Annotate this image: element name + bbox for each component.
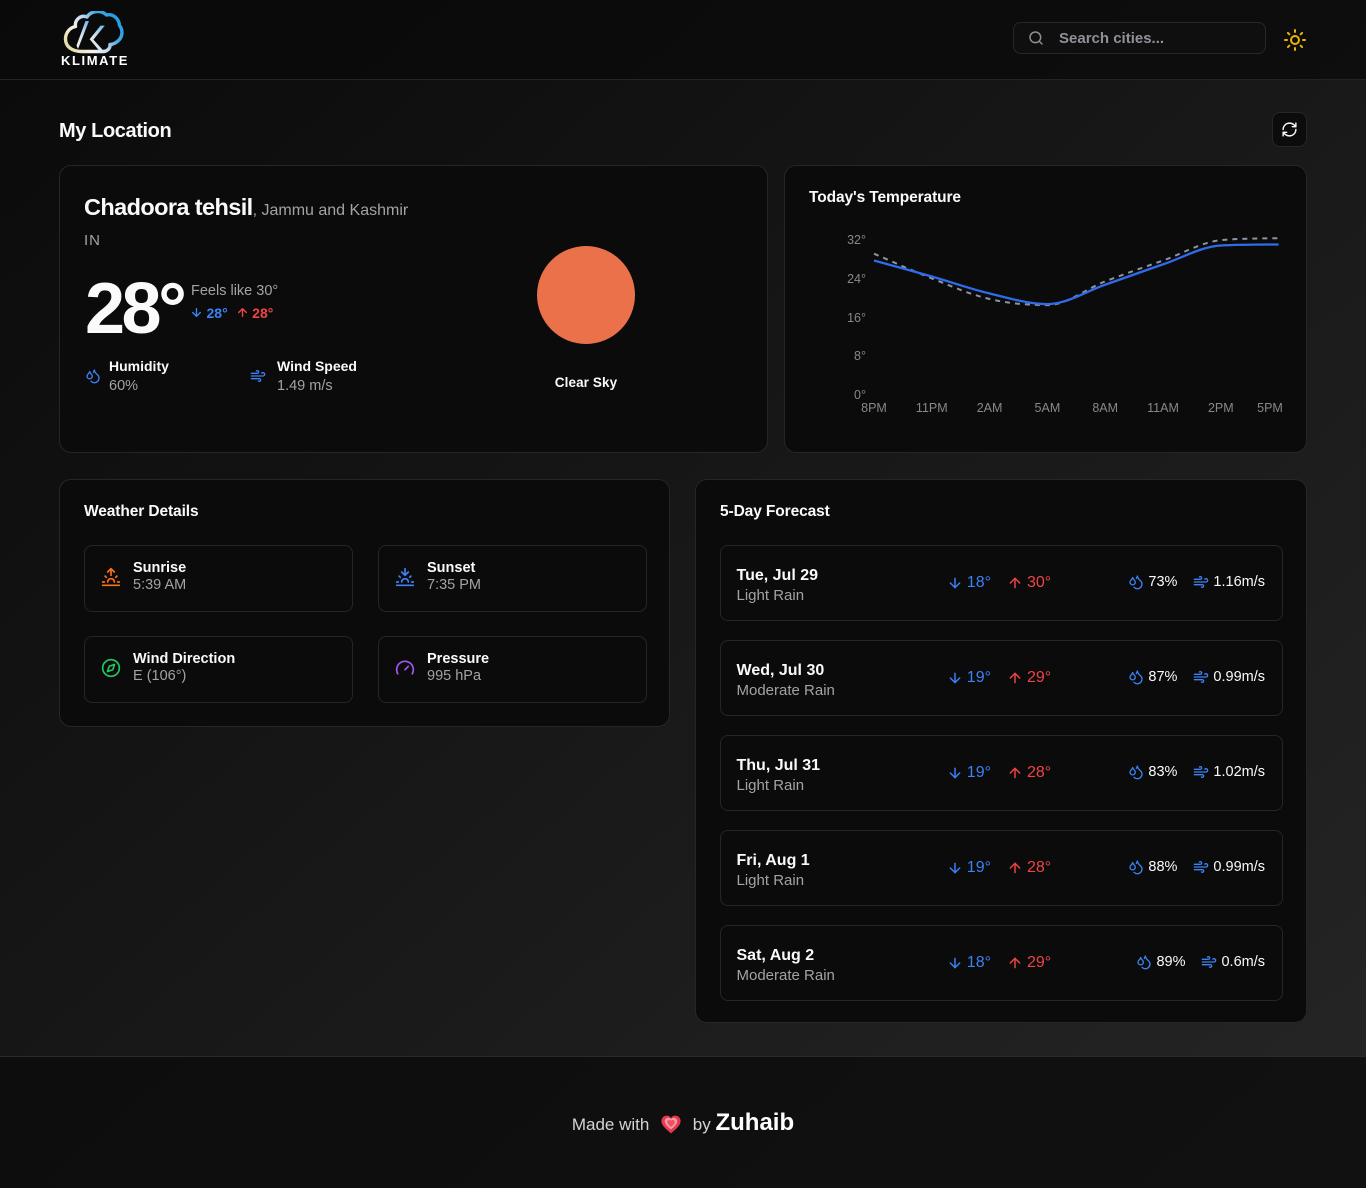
svg-text:5PM: 5PM [1257,401,1283,415]
svg-text:2AM: 2AM [977,401,1003,415]
svg-text:5AM: 5AM [1035,401,1061,415]
svg-text:0°: 0° [854,388,866,402]
svg-text:2PM: 2PM [1208,401,1234,415]
svg-text:11AM: 11AM [1147,401,1179,415]
svg-text:8°: 8° [854,349,866,363]
svg-text:24°: 24° [847,272,866,286]
svg-text:8PM: 8PM [861,401,887,415]
svg-text:11PM: 11PM [916,401,948,415]
svg-text:8AM: 8AM [1092,401,1118,415]
svg-text:32°: 32° [847,233,866,247]
svg-text:16°: 16° [847,311,866,325]
